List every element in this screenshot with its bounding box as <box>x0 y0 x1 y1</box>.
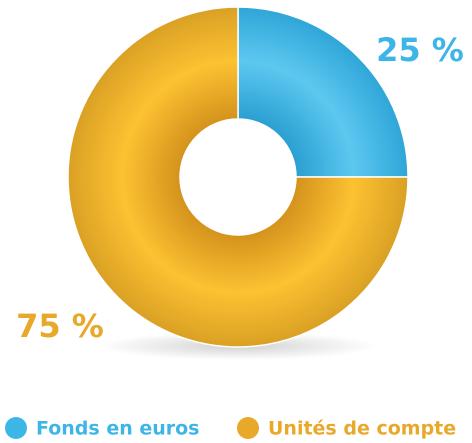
legend-label: Unités de compte <box>268 418 456 440</box>
value-label: 75 % <box>16 307 104 345</box>
legend-label: Fonds en euros <box>36 418 200 440</box>
donut-slice <box>67 6 409 348</box>
donut-slice <box>237 6 409 178</box>
legend: Fonds en euros Unités de compte <box>5 417 456 440</box>
ring <box>67 6 409 348</box>
legend-swatch <box>237 417 259 439</box>
legend-swatch <box>5 417 27 439</box>
value-label: 25 % <box>376 31 464 69</box>
